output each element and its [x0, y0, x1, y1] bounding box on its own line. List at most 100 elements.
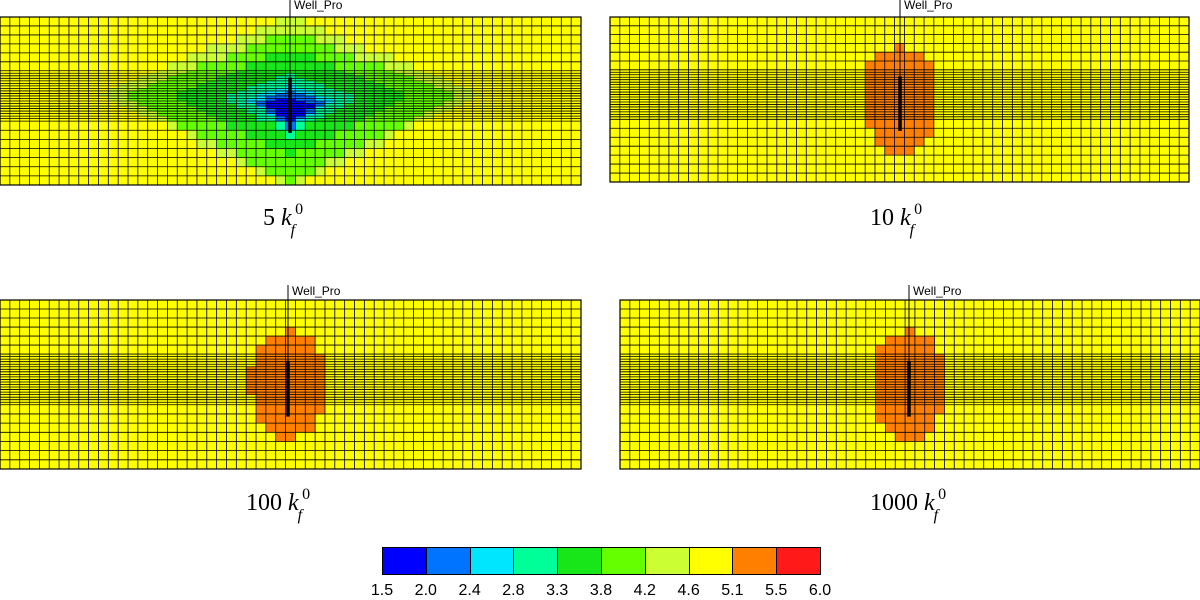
p5-zone-1	[384, 83, 394, 86]
p5-zone-2	[216, 98, 227, 101]
p5-zone-2	[216, 80, 227, 84]
p1000-zone	[924, 354, 935, 357]
p10-zone	[904, 101, 915, 105]
p5-zone-3	[275, 80, 286, 84]
p5-zone-6	[265, 106, 276, 109]
p100-zone	[256, 354, 266, 357]
p5-zone-2	[226, 111, 237, 114]
p5-zone-2	[364, 108, 375, 112]
p10-zone	[865, 99, 875, 102]
legend-tick-label: 2.0	[414, 582, 437, 599]
p5-zone-1	[384, 116, 394, 119]
p5-zone-2	[256, 61, 266, 71]
p5-zone-1	[413, 90, 424, 94]
p5-zone-1	[187, 118, 197, 122]
p1000-zone	[914, 371, 925, 375]
p5-zone-0	[364, 139, 375, 149]
p1000-zone	[895, 336, 906, 346]
p5-zone-2	[374, 106, 385, 109]
p5-zone-1	[374, 75, 385, 79]
p100-zone	[285, 397, 296, 400]
p5-zone-2	[177, 98, 188, 101]
p5-zone-2	[265, 78, 276, 81]
p10-zone	[904, 97, 915, 100]
p5-zone-5	[265, 98, 276, 101]
p1000-zone	[914, 376, 925, 380]
p5-zone-0	[128, 103, 138, 107]
p5-zone-2	[315, 118, 325, 122]
p5-zone-1	[403, 90, 414, 94]
p5-zone-1	[393, 88, 404, 91]
p5-zone-0	[452, 93, 463, 96]
p10-zone	[924, 104, 934, 107]
p100-zone	[305, 359, 316, 362]
p5-zone-1	[147, 88, 158, 91]
p100-zone	[285, 404, 296, 414]
p5-zone-1	[403, 98, 414, 101]
p100-zone	[275, 336, 286, 346]
p5-zone-1	[403, 101, 414, 104]
p1000-zone	[934, 371, 945, 375]
p100-zone	[305, 336, 316, 346]
p5-zone-1	[334, 52, 345, 62]
p5-zone-1	[393, 80, 404, 84]
p5-zone-0	[157, 116, 168, 119]
p5-zone-2	[206, 113, 217, 117]
p1000-zone	[895, 394, 906, 398]
legend-tick-label: 2.4	[458, 582, 481, 599]
p5-zone-2	[354, 111, 365, 114]
p10-zone	[914, 97, 925, 100]
p5-zone-1	[265, 43, 276, 53]
p5-zone-2	[265, 121, 276, 131]
legend-swatch	[425, 547, 471, 575]
p5-zone-6	[295, 103, 306, 107]
p5-zone-2	[374, 108, 385, 112]
p10-zone	[924, 61, 934, 70]
p5-zone-0	[108, 90, 119, 94]
p100-zone	[315, 379, 325, 382]
p5-zone-2	[236, 75, 247, 79]
p1000-zone	[934, 366, 945, 370]
p100-zone	[305, 374, 316, 377]
p5-zone-2	[334, 80, 345, 84]
p5-zone-2	[384, 95, 394, 99]
legend-tick-label: 5.1	[721, 582, 744, 599]
p5-zone-5	[256, 101, 266, 104]
p10-zone	[904, 106, 915, 110]
p5-zone-0	[137, 85, 148, 89]
p5-zone-2	[226, 73, 237, 76]
p5-zone-0	[206, 139, 217, 149]
p10-zone	[914, 69, 925, 73]
p5-zone-3	[295, 80, 306, 84]
p5-zone-0	[403, 73, 414, 76]
p10-zone	[924, 79, 934, 83]
p10-zone	[904, 77, 915, 80]
p5-zone-4	[265, 113, 276, 117]
p5-zone-1	[433, 93, 444, 96]
p5-zone-1	[374, 118, 385, 122]
p10-zone	[914, 119, 925, 129]
p5-zone-2	[374, 95, 385, 99]
p5-zone-1	[354, 139, 365, 149]
p5-zone-0	[433, 83, 444, 86]
p100-zone	[256, 356, 266, 360]
p100-zone	[265, 336, 276, 346]
p5-zone-1	[256, 139, 266, 149]
p1000-zone	[875, 374, 886, 377]
p10-zone	[914, 82, 925, 85]
p100-zone	[256, 379, 266, 382]
p5-zone-2	[364, 103, 375, 107]
p5-zone-2	[315, 121, 325, 131]
caption-100kf: 100 kf 0	[246, 486, 310, 524]
p5-zone-0	[118, 93, 129, 96]
p5-zone-0	[324, 34, 335, 44]
p5-zone-0	[423, 111, 434, 114]
p5-zone-2	[354, 98, 365, 101]
p1000-zone	[895, 389, 906, 393]
p5-zone-1	[216, 139, 227, 149]
p5-zone-4	[324, 101, 335, 104]
p5-zone-2	[374, 101, 385, 104]
p5-zone-1	[403, 116, 414, 119]
p5-zone-0	[147, 116, 158, 119]
p5-zone-4	[256, 93, 266, 96]
